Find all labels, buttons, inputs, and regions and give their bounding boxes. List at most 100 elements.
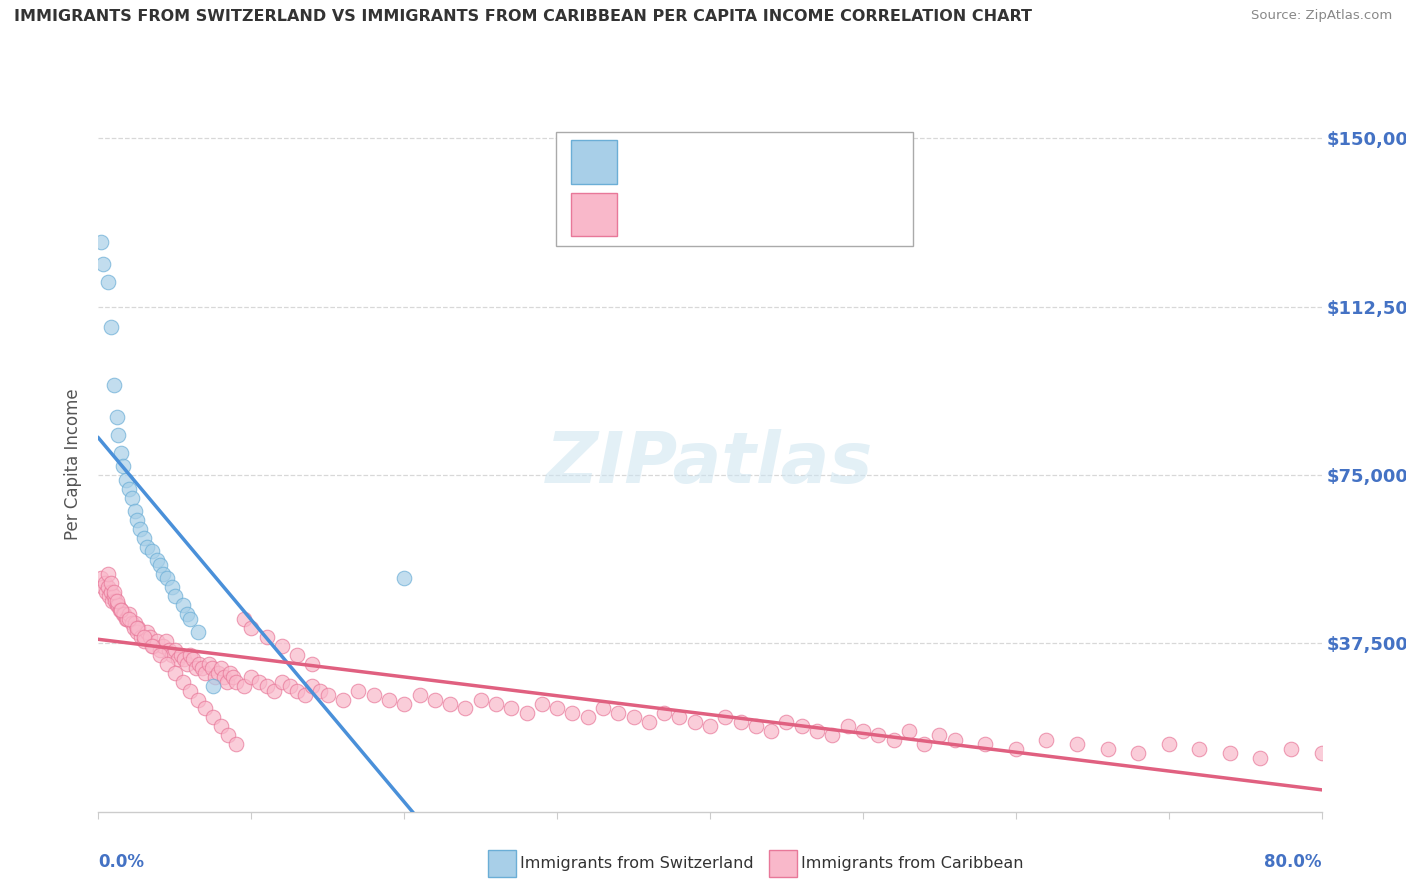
Point bbox=[125, 621, 148, 635]
Point bbox=[470, 692, 492, 706]
Point bbox=[107, 427, 129, 442]
Point bbox=[136, 540, 159, 554]
Point bbox=[392, 571, 416, 585]
Point bbox=[200, 661, 222, 675]
Point bbox=[103, 378, 125, 392]
Point bbox=[115, 473, 138, 487]
Point bbox=[1004, 742, 1026, 756]
Text: Source: ZipAtlas.com: Source: ZipAtlas.com bbox=[1251, 9, 1392, 22]
Point bbox=[111, 459, 134, 474]
Point bbox=[176, 657, 198, 671]
Point bbox=[149, 648, 172, 662]
Point bbox=[194, 701, 217, 715]
Point bbox=[179, 648, 201, 662]
Point bbox=[163, 643, 186, 657]
Point bbox=[1097, 742, 1119, 756]
Point bbox=[285, 648, 308, 662]
Point bbox=[714, 710, 737, 724]
Point bbox=[179, 612, 201, 626]
Point bbox=[423, 692, 446, 706]
Point bbox=[149, 643, 172, 657]
Point bbox=[1310, 747, 1333, 761]
Point bbox=[270, 639, 292, 653]
Y-axis label: Per Capita Income: Per Capita Income bbox=[65, 388, 83, 540]
Point bbox=[160, 648, 183, 662]
Point bbox=[125, 625, 148, 640]
Point bbox=[285, 683, 308, 698]
Point bbox=[127, 621, 149, 635]
Text: IMMIGRANTS FROM SWITZERLAND VS IMMIGRANTS FROM CARIBBEAN PER CAPITA INCOME CORRE: IMMIGRANTS FROM SWITZERLAND VS IMMIGRANT… bbox=[14, 9, 1032, 24]
Point bbox=[163, 665, 186, 680]
Point bbox=[91, 257, 114, 271]
Point bbox=[652, 706, 675, 720]
Point bbox=[187, 692, 209, 706]
Point bbox=[378, 692, 401, 706]
Point bbox=[110, 603, 132, 617]
Point bbox=[152, 639, 174, 653]
Point bbox=[546, 701, 568, 715]
Point bbox=[100, 575, 122, 590]
Point bbox=[108, 603, 131, 617]
Point bbox=[167, 652, 190, 666]
Point bbox=[332, 692, 354, 706]
Point bbox=[172, 599, 194, 613]
Point bbox=[1188, 742, 1211, 756]
Point bbox=[145, 553, 167, 567]
Point bbox=[181, 652, 204, 666]
Point bbox=[530, 697, 553, 711]
Point bbox=[149, 558, 172, 572]
Point bbox=[270, 674, 292, 689]
Point bbox=[240, 670, 263, 684]
Point bbox=[256, 679, 278, 693]
Point bbox=[316, 688, 339, 702]
Point bbox=[134, 634, 156, 648]
Point bbox=[278, 679, 301, 693]
Point bbox=[110, 603, 132, 617]
Point bbox=[191, 661, 214, 675]
Point bbox=[90, 571, 112, 585]
Text: R =: R = bbox=[624, 210, 661, 227]
Text: N =: N = bbox=[700, 210, 737, 227]
Point bbox=[111, 607, 134, 622]
Point bbox=[118, 482, 141, 496]
Point bbox=[204, 670, 226, 684]
Point bbox=[454, 701, 477, 715]
Point bbox=[623, 710, 645, 724]
Point bbox=[187, 625, 209, 640]
Point bbox=[112, 607, 135, 622]
Point bbox=[668, 710, 690, 724]
Point bbox=[115, 612, 138, 626]
Point bbox=[104, 593, 127, 607]
Point bbox=[683, 714, 706, 729]
Point bbox=[225, 674, 247, 689]
Point bbox=[592, 701, 614, 715]
Point bbox=[868, 728, 890, 742]
Point bbox=[139, 630, 162, 644]
Point bbox=[152, 566, 174, 581]
Point bbox=[160, 580, 183, 594]
Point bbox=[94, 584, 117, 599]
Point bbox=[943, 732, 966, 747]
Text: 80.0%: 80.0% bbox=[1264, 854, 1322, 871]
Point bbox=[256, 630, 278, 644]
Point bbox=[98, 589, 121, 603]
Point bbox=[91, 580, 114, 594]
Point bbox=[363, 688, 385, 702]
Point bbox=[209, 661, 232, 675]
Point bbox=[408, 688, 430, 702]
Point bbox=[730, 714, 752, 729]
Point bbox=[1157, 738, 1180, 752]
Point bbox=[202, 679, 225, 693]
Point bbox=[97, 275, 120, 289]
Point bbox=[128, 522, 150, 536]
Point bbox=[124, 504, 146, 518]
Point bbox=[1249, 751, 1271, 765]
Point bbox=[207, 665, 229, 680]
Point bbox=[122, 621, 145, 635]
Point bbox=[516, 706, 538, 720]
Point bbox=[1035, 732, 1057, 747]
Text: Immigrants from Switzerland: Immigrants from Switzerland bbox=[520, 856, 754, 871]
Point bbox=[501, 701, 523, 715]
Text: 147: 147 bbox=[731, 210, 766, 227]
Point bbox=[852, 723, 875, 738]
